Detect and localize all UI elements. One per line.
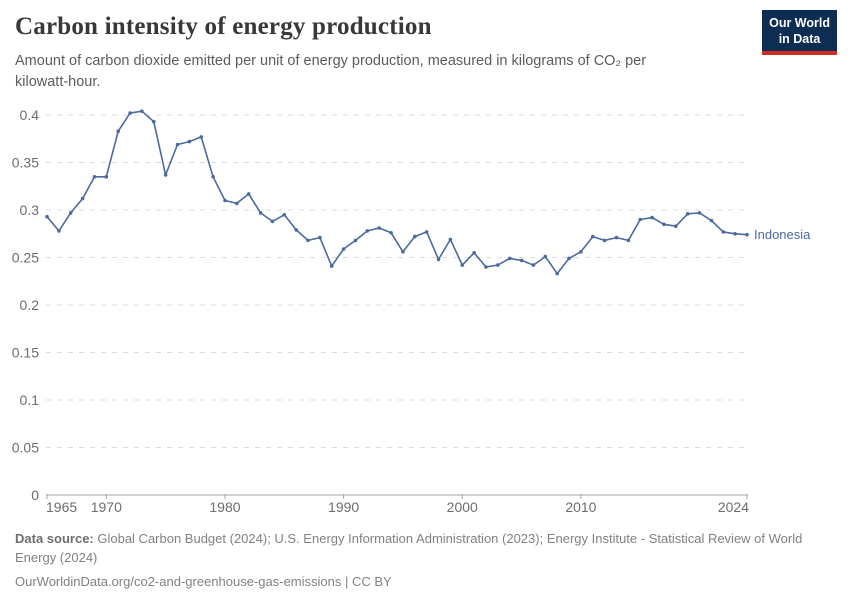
y-axis-tick-label: 0.35 (12, 155, 39, 171)
data-point[interactable] (685, 212, 690, 216)
y-axis-tick-label: 0.1 (20, 392, 40, 408)
permalink-line: OurWorldinData.org/co2-and-greenhouse-ga… (15, 573, 823, 592)
y-axis-tick-label: 0.25 (12, 250, 39, 266)
data-point[interactable] (591, 234, 595, 239)
y-axis-tick-label: 0.05 (12, 440, 39, 456)
data-point[interactable] (543, 254, 548, 259)
data-point[interactable] (318, 235, 322, 240)
data-point[interactable] (306, 238, 310, 243)
owid-logo-line2: in Data (778, 32, 821, 47)
data-point[interactable] (282, 213, 287, 217)
data-point[interactable] (709, 218, 714, 223)
data-point[interactable] (662, 222, 666, 227)
data-point[interactable] (329, 264, 334, 268)
data-point[interactable] (258, 211, 263, 215)
data-source-text: Global Carbon Budget (2024); U.S. Energy… (15, 531, 803, 565)
data-point[interactable] (187, 139, 192, 144)
data-point[interactable] (614, 235, 619, 240)
data-point[interactable] (507, 256, 512, 261)
license-label: | CC BY (341, 573, 392, 589)
data-point[interactable] (579, 250, 583, 254)
data-point[interactable] (223, 198, 227, 203)
data-point[interactable] (45, 214, 49, 219)
data-point[interactable] (294, 228, 299, 232)
data-point[interactable] (436, 257, 441, 262)
line-chart-plot-area[interactable]: 0 0.05 0.1 0.15 0.2 0.25 0.3 0.35 0.4 1965 1970 198… (0, 0, 850, 530)
data-point[interactable] (377, 226, 382, 230)
data-point[interactable] (626, 238, 631, 243)
data-point[interactable] (211, 175, 215, 179)
data-point[interactable] (424, 230, 429, 234)
data-point[interactable] (57, 229, 61, 233)
y-axis-tick-label: 0.3 (20, 202, 40, 218)
data-point[interactable] (92, 175, 97, 179)
data-point[interactable] (104, 175, 109, 179)
data-source-line: Data source: Global Carbon Budget (2024)… (15, 530, 823, 568)
data-point[interactable] (365, 229, 370, 233)
data-point[interactable] (116, 129, 120, 133)
data-point[interactable] (674, 224, 678, 228)
data-point[interactable] (733, 232, 737, 236)
data-point[interactable] (353, 238, 358, 243)
owid-logo[interactable]: Our World in Data (762, 10, 837, 55)
data-point[interactable] (745, 232, 749, 237)
y-axis-tick-label: 0.15 (12, 345, 39, 361)
data-point[interactable] (555, 271, 559, 276)
data-point[interactable] (175, 142, 180, 147)
data-point[interactable] (80, 196, 85, 201)
page-title: Carbon intensity of energy production (15, 13, 432, 40)
data-point[interactable] (128, 111, 132, 115)
series-line-indonesia[interactable] (46, 110, 748, 275)
chart-subtitle: Amount of carbon dioxide emitted per uni… (15, 53, 647, 90)
data-point[interactable] (567, 256, 571, 261)
data-point[interactable] (199, 135, 203, 139)
x-axis-tick-label: 2024 (718, 499, 749, 515)
data-point[interactable] (519, 258, 524, 263)
data-point[interactable] (496, 263, 500, 267)
data-point[interactable] (389, 231, 393, 235)
data-point[interactable] (246, 192, 251, 196)
data-point[interactable] (721, 230, 726, 234)
data-point[interactable] (270, 219, 275, 224)
data-point[interactable] (531, 263, 536, 267)
data-point[interactable] (472, 251, 476, 255)
x-axis-tick-label: 1980 (209, 499, 240, 515)
data-point[interactable] (697, 211, 702, 215)
data-point[interactable] (413, 234, 417, 239)
data-point[interactable] (448, 237, 453, 242)
data-point[interactable] (484, 265, 488, 269)
data-point[interactable] (235, 201, 239, 206)
chart-footer: Data source: Global Carbon Budget (2024)… (15, 530, 823, 592)
x-axis-tick-label: 2000 (447, 499, 478, 515)
data-point[interactable] (68, 211, 73, 215)
data-point[interactable] (638, 217, 642, 222)
data-point[interactable] (163, 173, 168, 177)
data-point[interactable] (650, 215, 654, 220)
y-axis-tick-label: 0.4 (20, 107, 40, 123)
y-axis-tick-label: 0 (31, 487, 39, 503)
series-label-indonesia[interactable]: Indonesia (754, 227, 811, 242)
y-axis-tick-label: 0.2 (20, 297, 40, 313)
x-axis-tick-label: 2010 (565, 499, 596, 515)
data-point[interactable] (401, 250, 405, 254)
data-point[interactable] (152, 119, 156, 124)
permalink-url[interactable]: OurWorldinData.org/co2-and-greenhouse-ga… (15, 573, 342, 589)
data-point[interactable] (341, 247, 346, 251)
owid-logo-line1: Our World (769, 16, 830, 30)
data-point[interactable] (140, 109, 144, 113)
x-axis-tick-label: 1990 (328, 499, 359, 515)
x-axis-tick-label: 1970 (91, 499, 122, 515)
data-point[interactable] (602, 238, 607, 243)
data-point[interactable] (460, 263, 465, 267)
data-source-label: Data source: (15, 531, 94, 546)
x-axis-tick-label: 1965 (46, 499, 77, 515)
